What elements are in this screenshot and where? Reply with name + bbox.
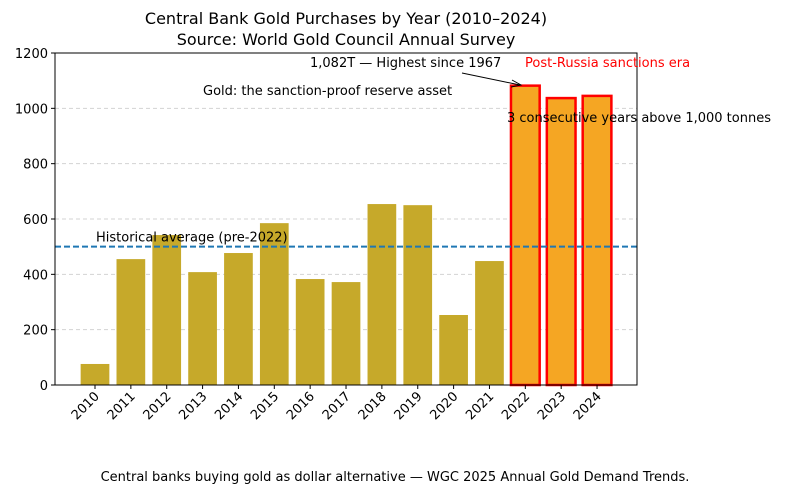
y-tick-label: 1000 — [15, 102, 48, 117]
y-tick-label: 1200 — [15, 47, 48, 62]
bar-2022 — [509, 84, 541, 387]
average-label: Historical average (pre-2022) — [96, 231, 288, 246]
x-tick-label: 2011 — [105, 389, 139, 423]
x-tick-label: 2020 — [427, 389, 461, 423]
y-tick-label: 800 — [23, 158, 48, 173]
y-tick-label: 400 — [23, 268, 48, 283]
annotation-consecutive: 3 consecutive years above 1,000 tonnes — [507, 111, 771, 126]
annotation-arrow — [461, 72, 521, 86]
bar-2023 — [545, 96, 577, 387]
caption: Central banks buying gold as dollar alte… — [101, 470, 690, 485]
x-tick-label: 2013 — [176, 389, 210, 423]
x-tick-label: 2014 — [212, 389, 246, 423]
chart-subtitle: Source: World Gold Council Annual Survey — [177, 30, 516, 49]
x-tick-label: 2018 — [356, 389, 390, 423]
bar-2024 — [581, 94, 613, 387]
x-tick-label: 2023 — [535, 389, 569, 423]
annotation-era: Post-Russia sanctions era — [525, 56, 690, 71]
bar-2013 — [188, 272, 217, 385]
y-tick-label: 0 — [40, 379, 48, 394]
annotation-asset: Gold: the sanction-proof reserve asset — [203, 84, 452, 99]
annotation-peak: 1,082T — Highest since 1967 — [310, 56, 501, 71]
x-tick-label: 2010 — [69, 389, 103, 423]
y-tick-label: 200 — [23, 324, 48, 339]
bar-2014 — [224, 253, 253, 385]
bar-2011 — [116, 259, 146, 385]
bar-2018 — [367, 204, 397, 385]
x-tick-label: 2024 — [571, 389, 605, 423]
bar-2010 — [80, 363, 110, 385]
bar-2012 — [152, 235, 182, 385]
y-tick-label: 600 — [23, 213, 48, 228]
x-tick-label: 2016 — [284, 389, 318, 423]
x-tick-label: 2019 — [392, 389, 426, 423]
x-tick-label: 2015 — [248, 389, 282, 423]
bar-2016 — [295, 279, 325, 385]
x-tick-label: 2017 — [320, 389, 354, 423]
bar-2015 — [259, 223, 289, 385]
x-tick-label: 2012 — [141, 389, 175, 423]
bar-2020 — [439, 315, 468, 385]
x-tick-label: 2021 — [463, 389, 497, 423]
bar-2017 — [331, 282, 361, 385]
bar-2019 — [403, 205, 433, 385]
arrow-head-icon — [510, 79, 523, 88]
x-tick-label: 2022 — [499, 389, 533, 423]
bar-2021 — [475, 261, 504, 385]
chart-title: Central Bank Gold Purchases by Year (201… — [145, 9, 547, 28]
